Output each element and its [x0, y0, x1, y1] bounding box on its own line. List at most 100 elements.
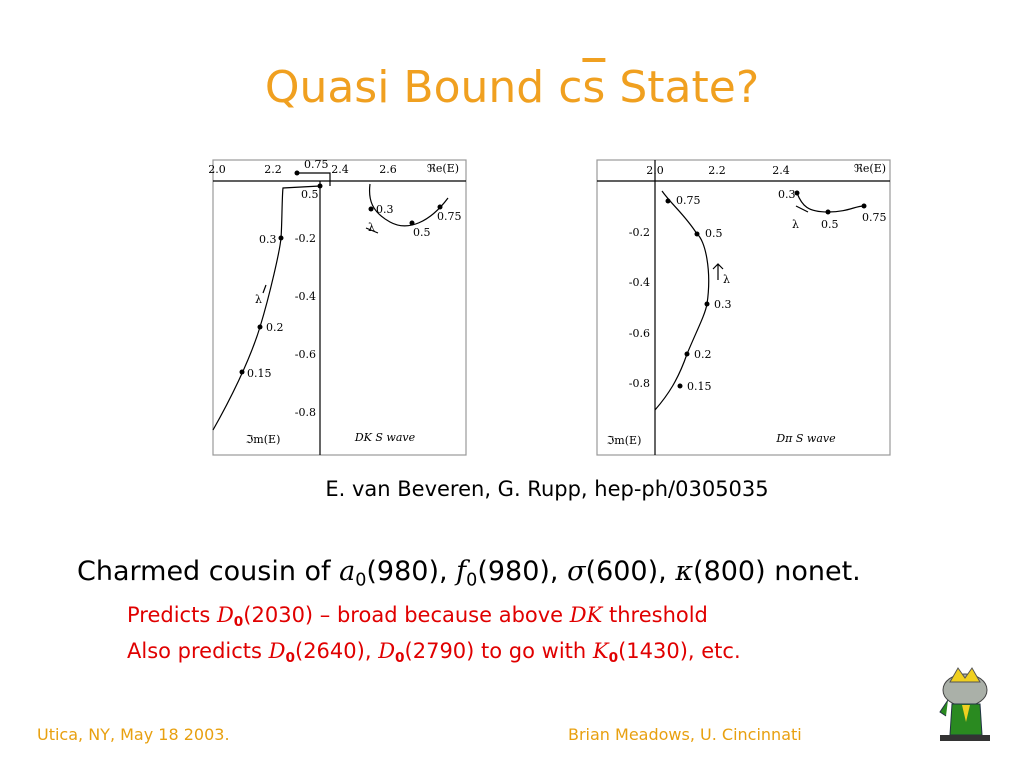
- slide-title: Quasi Bound cs State?: [0, 62, 1024, 113]
- y-tick-label: -0.8: [295, 406, 316, 419]
- symbol: a: [339, 556, 356, 587]
- symbol: σ: [567, 556, 586, 587]
- text: (980),: [366, 556, 457, 587]
- point: [665, 198, 671, 204]
- points: [239, 170, 443, 375]
- subscript: 0: [466, 570, 478, 591]
- sub-bullet: Also predicts D0(2640), D0(2790) to go w…: [127, 639, 741, 666]
- arrow: [262, 227, 379, 294]
- x-tick-label: 2.2: [264, 163, 282, 176]
- point: [677, 383, 683, 389]
- point: [684, 351, 690, 357]
- curve: [212, 185, 321, 431]
- y-axis-label: ℑm(E): [607, 434, 642, 447]
- y-tick-label: -0.8: [629, 377, 650, 390]
- point: [239, 369, 245, 375]
- symbol: D: [378, 639, 396, 663]
- point-label: 0.15: [687, 380, 712, 393]
- symbol: DK: [569, 603, 603, 627]
- point: [294, 170, 300, 176]
- title-text: s: [582, 62, 606, 113]
- point-label: 0.5: [301, 188, 319, 201]
- point-label: 0.5: [705, 227, 723, 240]
- y-tick-label: -0.6: [295, 348, 316, 361]
- point: [368, 206, 374, 212]
- point: [278, 235, 284, 241]
- x-tick-label: 2.6: [379, 163, 397, 176]
- symbol: f: [456, 556, 467, 587]
- point-label: 0.3: [376, 203, 394, 216]
- citation: E. van Beveren, G. Rupp, hep-ph/0305035: [325, 477, 769, 501]
- curve: [654, 190, 710, 411]
- y-tick-label: -0.2: [629, 226, 650, 239]
- wave-label: DK S wave: [354, 431, 416, 444]
- y-tick-label: -0.4: [295, 290, 316, 303]
- point-label: 0.5: [413, 226, 431, 239]
- bullet: Charmed cousin of a0(980), f0(980), σ(60…: [77, 556, 861, 590]
- text: (2790) to go with: [404, 639, 593, 663]
- text: (2030) – broad because above: [243, 603, 570, 627]
- point: [694, 231, 700, 237]
- symbol: κ: [675, 556, 694, 587]
- title-text: State?: [605, 62, 760, 113]
- y-tick-label: -0.2: [295, 232, 316, 245]
- text: Predicts: [127, 603, 217, 627]
- frame: [596, 159, 891, 456]
- subscript: 0: [395, 650, 405, 667]
- wave-label: Dπ S wave: [775, 432, 836, 445]
- arrow: [712, 205, 809, 280]
- point-label: 0.75: [862, 211, 887, 224]
- text: Charmed cousin of: [77, 556, 340, 587]
- point-label: 0.2: [266, 321, 284, 334]
- text: (1430), etc.: [618, 639, 741, 663]
- point: [861, 203, 867, 209]
- y-axis-label: ℑm(E): [246, 433, 281, 446]
- x-axis-label: ℜe(E): [427, 162, 459, 175]
- point: [409, 220, 415, 226]
- curve: [297, 172, 331, 186]
- title-text: Quasi Bound c: [264, 62, 583, 113]
- figure: [596, 159, 891, 456]
- curve: [368, 183, 449, 227]
- point: [825, 209, 831, 215]
- point-label: 0.75: [676, 194, 701, 207]
- lambda: λ: [368, 221, 375, 234]
- point-label: 0.5: [821, 218, 839, 231]
- symbol: D: [216, 603, 234, 627]
- mascot: [939, 667, 990, 741]
- point: [704, 301, 710, 307]
- point-label: 0.75: [437, 210, 462, 223]
- figure: [212, 159, 467, 456]
- point-label: 0.3: [778, 188, 796, 201]
- text: threshold: [602, 603, 708, 627]
- point: [437, 204, 443, 210]
- curve: [796, 192, 865, 213]
- lambda: λ: [723, 273, 730, 286]
- point-label: 0.15: [247, 367, 272, 380]
- points: [665, 190, 867, 389]
- x-axis-label: ℜe(E): [854, 162, 886, 175]
- text: (800) nonet.: [693, 556, 861, 587]
- x-tick-label: 2.0: [208, 163, 226, 176]
- subscript: 0: [285, 650, 296, 667]
- y-tick-label: -0.6: [629, 327, 650, 340]
- symbol: D: [268, 639, 286, 663]
- text: Also predicts: [127, 639, 269, 663]
- text: (600),: [585, 556, 676, 587]
- subscript: 0: [233, 614, 244, 631]
- text: (980),: [477, 556, 568, 587]
- point: [794, 190, 800, 196]
- point-label: 0.3: [714, 298, 732, 311]
- lambda: λ: [255, 293, 262, 306]
- footer-right: Brian Meadows, U. Cincinnati: [568, 725, 802, 744]
- point-label: 0.2: [694, 348, 712, 361]
- x-tick-label: 2.4: [331, 163, 349, 176]
- subscript: 0: [355, 570, 367, 591]
- point-label: 0.75: [304, 158, 329, 171]
- x-tick-label: 2.0: [646, 164, 664, 177]
- subscript: 0: [608, 650, 619, 667]
- y-tick-label: -0.4: [629, 276, 650, 289]
- text: (2640),: [295, 639, 379, 663]
